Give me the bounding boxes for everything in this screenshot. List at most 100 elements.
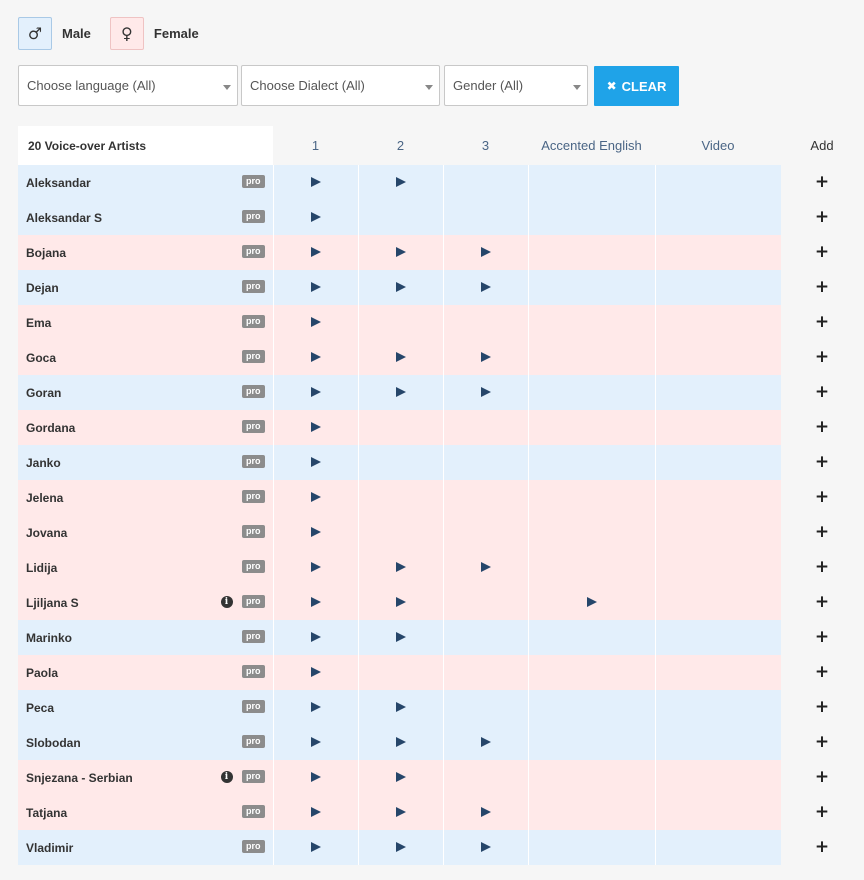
artist-name[interactable]: Bojana bbox=[26, 245, 67, 260]
play-icon[interactable] bbox=[395, 737, 406, 748]
artist-name[interactable]: Goran bbox=[26, 385, 62, 400]
gender-select[interactable]: Gender (All) bbox=[444, 65, 588, 106]
play-icon[interactable] bbox=[310, 632, 321, 643]
play-icon[interactable] bbox=[310, 212, 321, 223]
info-icon[interactable]: i bbox=[220, 596, 233, 608]
artist-name[interactable]: Ema bbox=[26, 315, 52, 330]
play-icon[interactable] bbox=[395, 282, 406, 293]
play-icon[interactable] bbox=[310, 842, 321, 853]
play-icon[interactable] bbox=[310, 597, 321, 608]
play-icon[interactable] bbox=[310, 527, 321, 538]
add-icon[interactable]: + bbox=[814, 417, 830, 437]
artist-name[interactable]: Slobodan bbox=[26, 735, 81, 750]
pro-badge: pro bbox=[242, 805, 265, 818]
play-icon[interactable] bbox=[395, 807, 406, 818]
clear-button[interactable]: ✖ CLEAR bbox=[594, 66, 679, 106]
play-icon[interactable] bbox=[480, 807, 491, 818]
add-icon[interactable]: + bbox=[814, 837, 830, 857]
add-icon[interactable]: + bbox=[814, 242, 830, 262]
play-icon[interactable] bbox=[586, 597, 597, 608]
pro-badge: pro bbox=[242, 245, 265, 258]
play-icon[interactable] bbox=[395, 597, 406, 608]
play-icon[interactable] bbox=[395, 632, 406, 643]
sample-3-header: 3 bbox=[443, 126, 528, 165]
play-icon[interactable] bbox=[310, 422, 321, 433]
play-icon[interactable] bbox=[310, 737, 321, 748]
play-icon[interactable] bbox=[395, 562, 406, 573]
play-icon[interactable] bbox=[310, 247, 321, 258]
play-icon[interactable] bbox=[310, 772, 321, 783]
artist-name[interactable]: Aleksandar bbox=[26, 175, 91, 190]
play-icon[interactable] bbox=[310, 177, 321, 188]
add-icon[interactable]: + bbox=[814, 592, 830, 612]
add-icon[interactable]: + bbox=[814, 452, 830, 472]
male-icon[interactable]: ♂ bbox=[18, 17, 52, 50]
sample-3-cell bbox=[443, 410, 529, 445]
artist-name[interactable]: Marinko bbox=[26, 630, 73, 645]
play-icon[interactable] bbox=[310, 317, 321, 328]
language-select[interactable]: Choose language (All) bbox=[18, 65, 238, 106]
add-icon[interactable]: + bbox=[814, 557, 830, 577]
play-icon[interactable] bbox=[395, 177, 406, 188]
add-icon[interactable]: + bbox=[814, 207, 830, 227]
add-icon[interactable]: + bbox=[814, 487, 830, 507]
artist-name[interactable]: Janko bbox=[26, 455, 61, 470]
artist-name[interactable]: Vladimir bbox=[26, 840, 74, 855]
play-icon[interactable] bbox=[310, 807, 321, 818]
play-icon[interactable] bbox=[310, 667, 321, 678]
info-icon[interactable]: i bbox=[220, 771, 233, 783]
artist-name[interactable]: Gordana bbox=[26, 420, 76, 435]
play-icon[interactable] bbox=[480, 387, 491, 398]
play-icon[interactable] bbox=[310, 352, 321, 363]
play-icon[interactable] bbox=[480, 737, 491, 748]
add-cell: + bbox=[781, 620, 863, 655]
artist-name[interactable]: Dejan bbox=[26, 280, 59, 295]
add-icon[interactable]: + bbox=[814, 767, 830, 787]
add-icon[interactable]: + bbox=[814, 522, 830, 542]
play-icon[interactable] bbox=[310, 492, 321, 503]
play-icon[interactable] bbox=[310, 457, 321, 468]
add-icon[interactable]: + bbox=[814, 347, 830, 367]
artist-name[interactable]: Jovana bbox=[26, 525, 68, 540]
table-row: Goca pro + bbox=[18, 340, 863, 375]
play-icon[interactable] bbox=[480, 352, 491, 363]
artist-name[interactable]: Peca bbox=[26, 700, 55, 715]
artist-name[interactable]: Ljiljana S bbox=[26, 595, 79, 610]
play-icon[interactable] bbox=[310, 562, 321, 573]
artist-name[interactable]: Jelena bbox=[26, 490, 64, 505]
add-icon[interactable]: + bbox=[814, 802, 830, 822]
table-row: Jovana pro + bbox=[18, 515, 863, 550]
play-icon[interactable] bbox=[395, 352, 406, 363]
dialect-select[interactable]: Choose Dialect (All) bbox=[241, 65, 440, 106]
play-icon[interactable] bbox=[480, 842, 491, 853]
play-icon[interactable] bbox=[310, 702, 321, 713]
add-icon[interactable]: + bbox=[814, 732, 830, 752]
female-icon[interactable]: ♀ bbox=[109, 17, 144, 50]
play-icon[interactable] bbox=[480, 247, 491, 258]
add-icon[interactable]: + bbox=[814, 627, 830, 647]
play-icon[interactable] bbox=[395, 772, 406, 783]
artist-name[interactable]: Goca bbox=[26, 350, 57, 365]
play-icon[interactable] bbox=[395, 842, 406, 853]
play-icon[interactable] bbox=[310, 282, 321, 293]
sample-2-header: 2 bbox=[358, 126, 443, 165]
accented-english-cell bbox=[528, 725, 656, 760]
artist-name[interactable]: Lidija bbox=[26, 560, 58, 575]
play-icon[interactable] bbox=[395, 702, 406, 713]
add-icon[interactable]: + bbox=[814, 382, 830, 402]
add-icon[interactable]: + bbox=[814, 172, 830, 192]
artist-name[interactable]: Aleksandar S bbox=[26, 210, 103, 225]
add-icon[interactable]: + bbox=[814, 277, 830, 297]
play-icon[interactable] bbox=[480, 562, 491, 573]
add-icon[interactable]: + bbox=[814, 697, 830, 717]
add-icon[interactable]: + bbox=[814, 312, 830, 332]
add-icon[interactable]: + bbox=[814, 662, 830, 682]
artist-name[interactable]: Paola bbox=[26, 665, 59, 680]
play-icon[interactable] bbox=[395, 387, 406, 398]
play-icon[interactable] bbox=[310, 387, 321, 398]
play-icon[interactable] bbox=[480, 282, 491, 293]
play-icon[interactable] bbox=[395, 247, 406, 258]
artist-name[interactable]: Snjezana - Serbian bbox=[26, 770, 133, 785]
artist-name[interactable]: Tatjana bbox=[26, 805, 68, 820]
video-cell bbox=[655, 235, 782, 270]
